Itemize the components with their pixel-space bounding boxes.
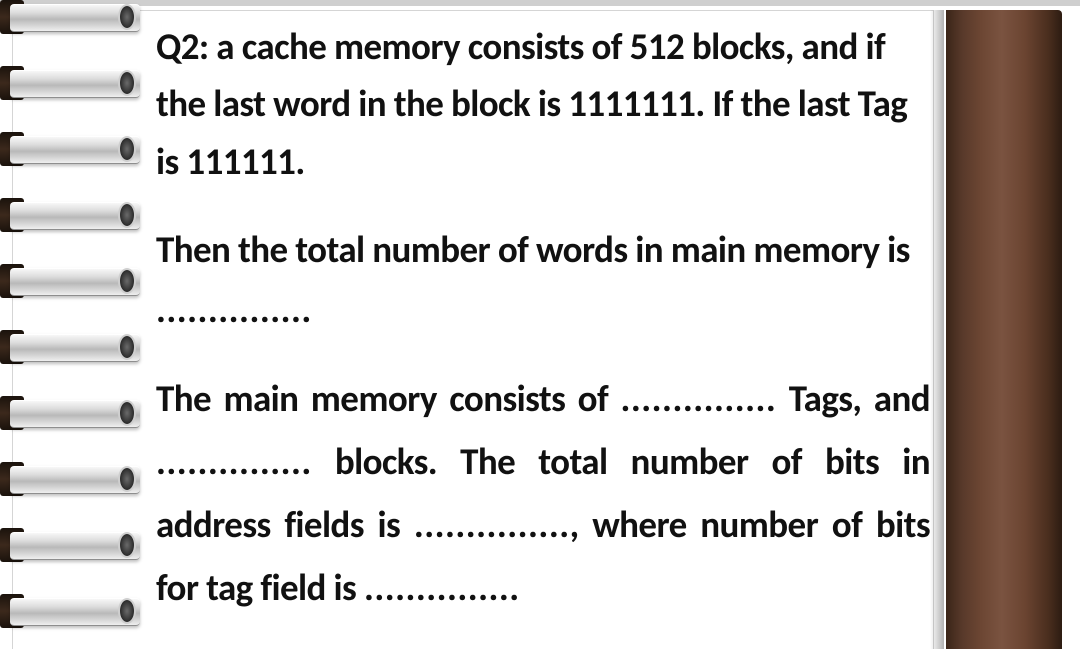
blank: ............... bbox=[156, 287, 312, 332]
text: Then the total number of words in main m… bbox=[156, 227, 910, 272]
q2-middle-block: The main memory consists of ............… bbox=[156, 368, 930, 620]
blank: ............... bbox=[621, 376, 777, 421]
text: The main memory consists of bbox=[156, 376, 621, 421]
blank: ............... bbox=[156, 439, 312, 484]
question-text: Q2: a cache memory consists of 512 block… bbox=[156, 18, 930, 649]
leather-cover bbox=[946, 10, 1062, 649]
text: Tags, and bbox=[776, 376, 930, 421]
q2-intro: Q2: a cache memory consists of 512 block… bbox=[156, 18, 930, 190]
top-edge bbox=[0, 0, 1080, 6]
blank: ............... bbox=[364, 565, 520, 610]
notebook-frame: Q2: a cache memory consists of 512 block… bbox=[0, 0, 1080, 649]
q2-line-total-words: Then the total number of words in main m… bbox=[156, 220, 930, 340]
blank: ............... bbox=[414, 502, 570, 547]
